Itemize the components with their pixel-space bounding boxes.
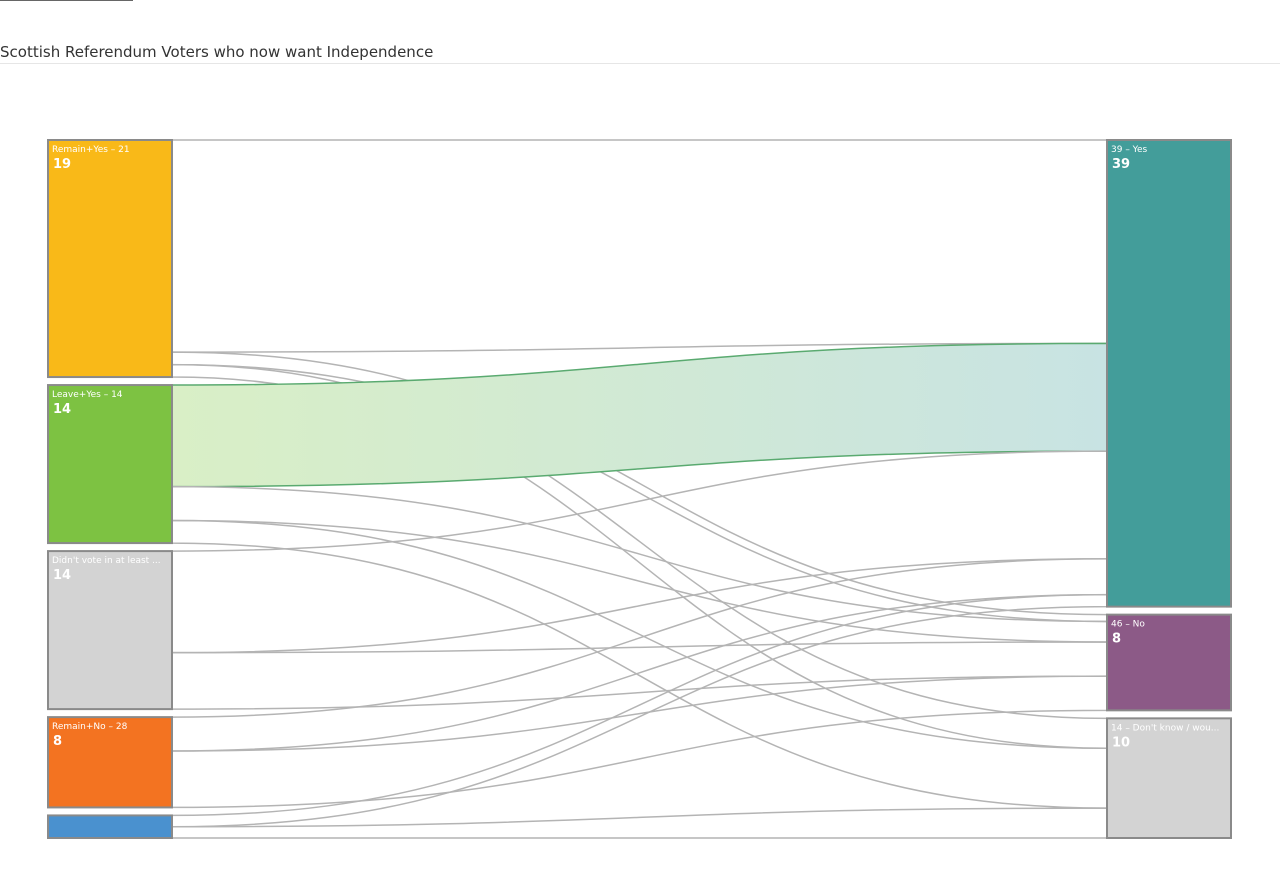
links-layer — [171, 139, 1108, 839]
title-divider — [0, 63, 1280, 64]
target-node-rect-dontknow[interactable] — [1106, 717, 1232, 840]
source-node-value-remain_yes: 19 — [53, 157, 71, 172]
source-node-label-remain_no: Remain+No – 28 — [52, 722, 128, 732]
source-node-didnt_vote[interactable]: Didn't vote in at least ... 14 — [47, 550, 173, 711]
target-node-yes[interactable]: 39 – Yes 39 — [1106, 139, 1232, 608]
sankey-link-other-yes[interactable] — [171, 593, 1108, 828]
source-node-remain_no[interactable]: Remain+No – 28 8 — [47, 716, 173, 809]
sankey-link-other-dontknow[interactable] — [171, 807, 1108, 839]
source-node-value-leave_yes: 14 — [53, 402, 71, 417]
target-node-label-yes: 39 – Yes — [1111, 145, 1148, 155]
source-node-rect-remain_no[interactable] — [47, 716, 173, 809]
sankey-link-remain_yes-yes[interactable] — [171, 139, 1108, 353]
source-node-rect-other[interactable] — [47, 814, 173, 839]
source-node-remain_yes[interactable]: Remain+Yes – 21 19 — [47, 139, 173, 379]
top-rule — [0, 0, 133, 1]
target-node-no[interactable]: 46 – No 8 — [1106, 613, 1232, 712]
target-node-rect-yes[interactable] — [1106, 139, 1232, 608]
source-node-other[interactable] — [47, 814, 173, 839]
sankey-link-remain_no-yes[interactable] — [171, 558, 1108, 752]
source-node-rect-leave_yes[interactable] — [47, 384, 173, 545]
source-node-label-didnt_vote: Didn't vote in at least ... — [52, 556, 161, 566]
target-node-label-dontknow: 14 – Don't know / wou... — [1111, 723, 1219, 733]
source-node-leave_yes[interactable]: Leave+Yes – 14 14 — [47, 384, 173, 545]
target-node-value-dontknow: 10 — [1112, 735, 1130, 750]
chart-title: Scottish Referendum Voters who now want … — [0, 43, 434, 61]
source-node-value-didnt_vote: 14 — [53, 568, 71, 583]
target-node-rect-no[interactable] — [1106, 613, 1232, 712]
target-node-label-no: 46 – No — [1111, 620, 1145, 630]
source-node-value-remain_no: 8 — [53, 734, 62, 749]
target-node-dontknow[interactable]: 14 – Don't know / wou... 10 — [1106, 717, 1232, 840]
target-node-value-yes: 39 — [1112, 157, 1130, 172]
sankey-link-remain_no-no[interactable] — [171, 675, 1108, 809]
sankey-link-leave_yes-yes[interactable] — [171, 342, 1108, 488]
target-node-value-no: 8 — [1112, 632, 1121, 647]
source-node-label-remain_yes: Remain+Yes – 21 — [52, 145, 130, 155]
source-node-rect-remain_yes[interactable] — [47, 139, 173, 379]
source-node-rect-didnt_vote[interactable] — [47, 550, 173, 711]
source-node-label-leave_yes: Leave+Yes – 14 — [52, 390, 123, 400]
